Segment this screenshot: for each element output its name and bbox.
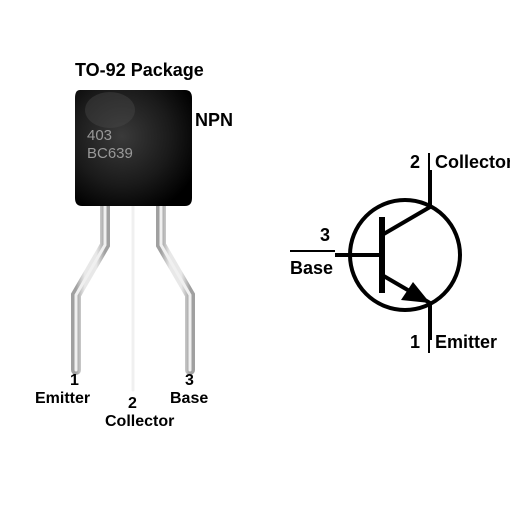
pin3-num: 3 (185, 372, 194, 390)
pin1-name: Emitter (35, 390, 90, 408)
sym-base-separator (290, 250, 335, 252)
pin1-num: 1 (70, 372, 79, 390)
sym-emitter-separator (428, 333, 430, 353)
sym-base-name: Base (290, 258, 333, 279)
sym-emitter-num: 1 (410, 332, 420, 353)
marking-line2: BC639 (87, 145, 133, 162)
pin2-name: Collector (105, 413, 174, 431)
sym-collector-name: Collector (435, 152, 510, 173)
sym-base-num: 3 (320, 225, 330, 246)
sym-collector-num: 2 (410, 152, 420, 173)
transistor-package (20, 80, 280, 420)
marking-line1: 403 (87, 127, 112, 144)
pin2-num: 2 (128, 395, 137, 413)
sym-collector-separator (428, 153, 430, 173)
pin3-name: Base (170, 390, 208, 408)
sym-emitter-name: Emitter (435, 332, 497, 353)
package-title: TO-92 Package (75, 60, 204, 81)
